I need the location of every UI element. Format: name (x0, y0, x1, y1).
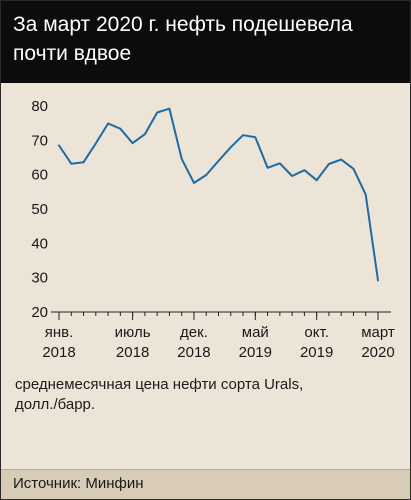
line-chart: 20 30 40 50 60 70 80 янв. 2018 июль 2018 дек. 2018 ма… (31, 98, 395, 361)
data-point (95, 142, 97, 144)
data-point (340, 159, 342, 161)
data-point (267, 167, 269, 169)
chart-header: За март 2020 г. нефть подешевела почти в… (1, 1, 410, 83)
data-point (144, 133, 146, 135)
y-tick-label: 50 (31, 201, 48, 218)
data-point (352, 168, 354, 170)
y-tick-label: 40 (31, 235, 48, 252)
data-point (291, 175, 293, 177)
data-point (132, 142, 134, 144)
data-point (230, 146, 232, 148)
source-bar: Источник: Минфин (1, 469, 410, 499)
x-tick-label-month: дек. (180, 324, 208, 341)
data-point (218, 160, 220, 162)
data-point (181, 158, 183, 160)
data-point (205, 174, 207, 176)
source-text: Источник: Минфин (13, 475, 144, 492)
y-tick-label: 30 (31, 270, 48, 287)
price-series-line (58, 107, 379, 282)
x-tick-label-year: 2018 (42, 344, 75, 361)
x-tick-label-year: 2019 (239, 344, 272, 361)
note-line2: долл./барр. (15, 396, 96, 413)
data-point (242, 134, 244, 136)
x-tick-label-month: март (361, 324, 395, 341)
data-point (328, 163, 330, 165)
x-tick-label-year: 2020 (361, 344, 394, 361)
chart-title-line1: За март 2020 г. нефть подешевела (13, 13, 353, 36)
data-point (83, 161, 85, 163)
x-tick-label-year: 2018 (177, 344, 210, 361)
data-point (316, 179, 318, 181)
data-point (58, 144, 60, 146)
x-tick-label-year: 2018 (116, 344, 149, 361)
x-tick-label-month: июль (115, 324, 151, 341)
y-tick-label: 80 (31, 98, 48, 115)
chart-area: 20 30 40 50 60 70 80 янв. 2018 июль 2018 дек. 2018 ма… (1, 83, 410, 369)
x-tick-label-month: янв. (45, 324, 74, 341)
data-point (377, 279, 379, 281)
data-point (279, 162, 281, 164)
data-point (303, 169, 305, 171)
chart-note: среднемесячная цена нефти сорта Urals, д… (15, 375, 395, 415)
data-point (119, 128, 121, 130)
data-point (365, 194, 367, 196)
data-point (107, 123, 109, 125)
x-tick-label-month: окт. (304, 324, 328, 341)
data-point (168, 108, 170, 110)
data-point (156, 112, 158, 114)
y-tick-label: 70 (31, 132, 48, 149)
chart-title-line2: почти вдвое (13, 42, 132, 65)
x-tick-label-month: май (242, 324, 269, 341)
y-tick-label: 20 (31, 304, 48, 321)
note-line1: среднемесячная цена нефти сорта Urals, (15, 376, 304, 393)
x-tick-label-year: 2019 (300, 344, 333, 361)
data-point (193, 182, 195, 184)
data-point (70, 163, 72, 165)
data-point (254, 136, 256, 138)
y-tick-label: 60 (31, 167, 48, 184)
